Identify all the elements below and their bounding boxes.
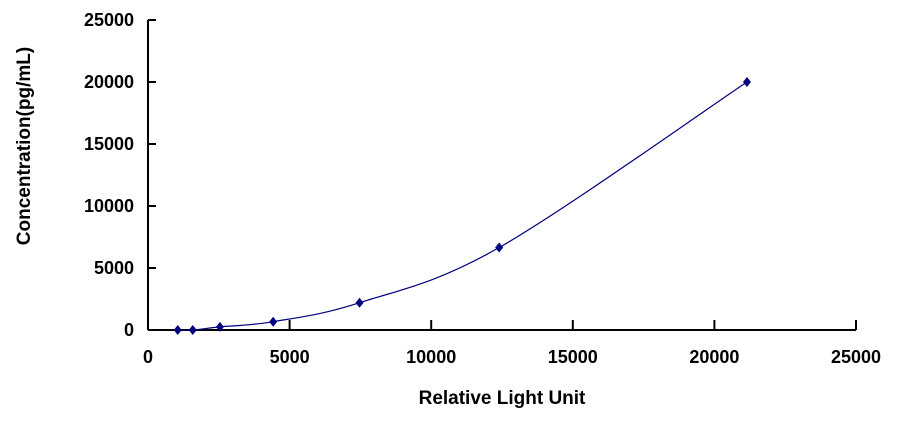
- y-tick-label: 0: [124, 320, 134, 340]
- y-tick-label: 10000: [84, 196, 134, 216]
- x-tick-label: 15000: [548, 347, 598, 367]
- y-tick-label: 25000: [84, 10, 134, 30]
- y-axis-label: Concentration(pg/mL): [14, 47, 35, 245]
- data-point: [188, 325, 197, 335]
- data-point: [495, 242, 504, 253]
- x-tick-label: 5000: [270, 347, 310, 367]
- data-point: [269, 316, 278, 327]
- x-tick-label: 10000: [406, 347, 456, 367]
- y-tick-label: 5000: [94, 258, 134, 278]
- x-tick-label: 20000: [689, 347, 739, 367]
- x-axis-label: Relative Light Unit: [419, 388, 586, 409]
- x-tick-label: 25000: [831, 347, 881, 367]
- y-tick-label: 20000: [84, 72, 134, 92]
- data-point: [173, 325, 182, 335]
- data-point: [215, 321, 224, 332]
- data-point: [355, 297, 364, 308]
- fit-curve: [177, 81, 748, 331]
- y-tick-label: 15000: [84, 134, 134, 154]
- x-tick-label: 0: [143, 347, 153, 367]
- data-point: [742, 77, 751, 87]
